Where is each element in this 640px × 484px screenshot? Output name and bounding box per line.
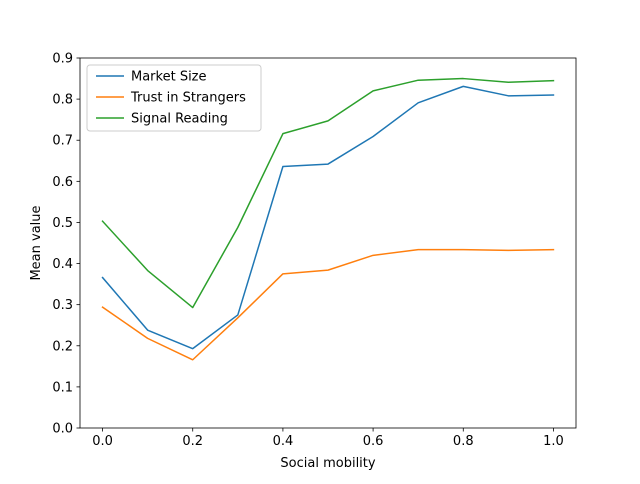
y-tick-label: 0.6 [52, 175, 73, 190]
x-axis: 0.0 0.2 0.4 0.6 0.8 1.0 [92, 428, 564, 449]
series-line-market-size [101, 85, 555, 350]
legend-box [86, 64, 262, 132]
plot-frame [79, 57, 577, 429]
y-tick-label: 0.1 [52, 380, 73, 395]
series-line-signal-reading [101, 77, 555, 309]
x-tick-label: 0.4 [273, 434, 294, 449]
y-tick-label: 0.7 [52, 134, 73, 149]
legend-label: Signal Reading [131, 112, 228, 127]
legend-label: Trust in Strangers [130, 91, 246, 106]
y-axis: 0.0 0.1 0.2 0.3 0.4 0.5 0.6 0.7 0.8 0.9 [52, 52, 80, 437]
legend: Market Size Trust in Strangers Signal Read… [86, 64, 262, 132]
x-axis-label: Social mobility [280, 456, 375, 471]
y-tick-label: 0.3 [52, 298, 73, 313]
x-tick-label: 1.0 [543, 434, 564, 449]
y-tick-label: 0.2 [52, 339, 73, 354]
y-tick-label: 0.9 [52, 52, 73, 67]
x-tick-label: 0.8 [453, 434, 474, 449]
series-lines [101, 77, 555, 361]
x-tick-label: 0.6 [363, 434, 384, 449]
y-tick-label: 0.8 [52, 93, 73, 108]
series-line-trust-in-strangers [101, 248, 555, 361]
x-tick-label: 0.2 [182, 434, 203, 449]
y-axis-label: Mean value [29, 205, 44, 280]
y-tick-label: 0.0 [52, 422, 73, 437]
y-tick-label: 0.4 [52, 257, 73, 272]
legend-label: Market Size [131, 70, 207, 85]
x-tick-label: 0.0 [92, 434, 113, 449]
y-tick-label: 0.5 [52, 216, 73, 231]
